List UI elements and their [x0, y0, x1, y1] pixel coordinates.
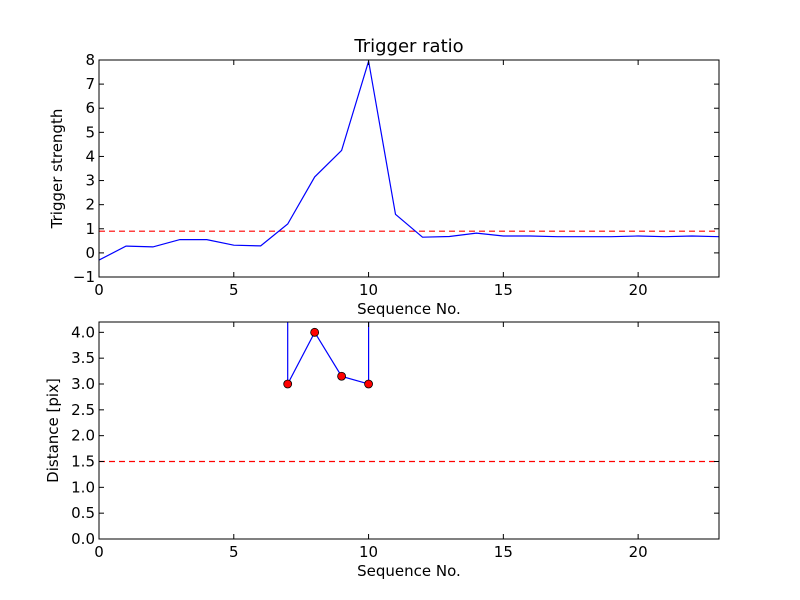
data-point-marker	[283, 379, 293, 389]
x-tick-label: 10	[359, 543, 378, 561]
plot-area	[99, 322, 719, 539]
x-tick-label: 5	[229, 281, 239, 299]
x-tick-label: 15	[494, 281, 513, 299]
x-tick-label: 15	[494, 543, 513, 561]
y-tick-label: 4.0	[71, 323, 95, 341]
y-tick-label: 3.0	[71, 375, 95, 393]
y-tick-label: 1.0	[71, 478, 95, 496]
y-tick-label: 2	[85, 196, 95, 214]
x-axis-label: Sequence No.	[357, 562, 461, 580]
y-tick-label: 3	[85, 172, 95, 190]
y-tick-label: 0.5	[71, 504, 95, 522]
y-tick-label: 4	[85, 147, 95, 165]
y-tick-label: 7	[85, 75, 95, 93]
y-tick-label: 2.5	[71, 401, 95, 419]
data-point-marker	[364, 379, 373, 389]
x-axis-label: Sequence No.	[357, 300, 461, 318]
y-tick-label: 1.5	[71, 453, 95, 471]
y-tick-label: 1	[85, 220, 95, 238]
x-tick-label: 20	[629, 543, 648, 561]
series-line-0	[99, 61, 719, 261]
y-tick-label: −1	[73, 268, 95, 286]
axes-frame	[98, 59, 720, 278]
x-tick-label: 5	[229, 543, 239, 561]
x-tick-label: 20	[629, 281, 648, 299]
data-point-marker	[310, 327, 320, 337]
y-tick-label: 3.5	[71, 349, 95, 367]
data-point-marker	[337, 371, 347, 381]
y-axis-label: Trigger strength	[48, 109, 66, 230]
y-tick-label: 8	[85, 51, 95, 69]
y-axis-label: Distance [pix]	[44, 378, 62, 483]
y-tick-label: 2.0	[71, 427, 95, 445]
series-line-0	[287, 322, 370, 385]
x-tick-label: 0	[94, 543, 104, 561]
x-tick-label: 0	[94, 281, 104, 299]
plot-area	[99, 60, 719, 277]
y-tick-label: 6	[85, 99, 95, 117]
y-tick-label: 0	[85, 244, 95, 262]
y-tick-label: 0.0	[71, 530, 95, 548]
axes-frame	[98, 321, 720, 540]
distance-plot: 0 5 10 15 20 0.0 0.5 1.0 1.5 2.0 2.5 3.0 3.5 4.0 Seque…	[44, 321, 720, 580]
y-tick-label: 5	[85, 123, 95, 141]
chart-title: Trigger ratio	[353, 36, 463, 57]
x-tick-label: 10	[359, 281, 378, 299]
